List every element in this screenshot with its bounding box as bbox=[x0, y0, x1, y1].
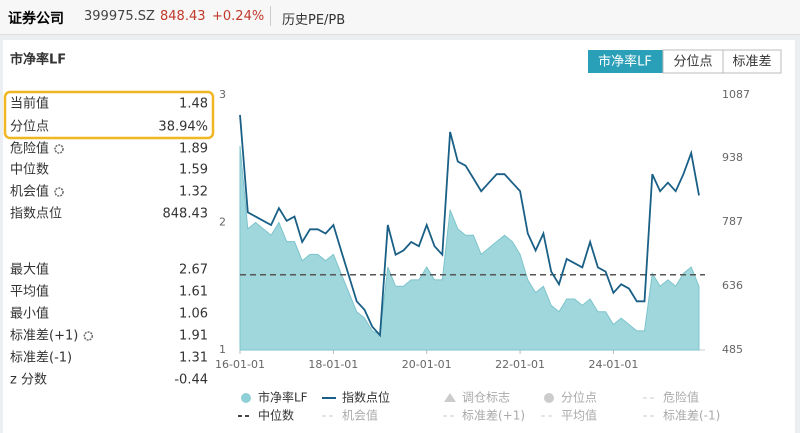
x-tick-label: 16-01-01 bbox=[215, 358, 265, 371]
x-tick-label: 22-01-01 bbox=[495, 358, 545, 371]
tab-active[interactable] bbox=[588, 50, 663, 73]
legend-label[interactable]: 调仓标志 bbox=[462, 391, 510, 405]
stat-label: 指数点位 bbox=[10, 207, 62, 222]
legend-label[interactable]: 市净率LF bbox=[258, 390, 308, 405]
stat-label: 最大值 bbox=[10, 262, 49, 278]
legend-label[interactable]: 中位数 bbox=[258, 408, 294, 423]
stat-label: 中位数 bbox=[10, 163, 49, 178]
stat-label: 标准差(-1) bbox=[10, 351, 72, 366]
legend-label[interactable]: 平均值 bbox=[561, 408, 597, 423]
legend-icon bbox=[444, 393, 456, 402]
legend-label[interactable]: 指数点位 bbox=[342, 390, 390, 405]
stat-value: 1.06 bbox=[179, 307, 208, 322]
index-code: 399975.SZ bbox=[84, 9, 155, 24]
tab-label[interactable]: 市净率LF bbox=[598, 54, 652, 70]
stat-label: 最小值 bbox=[10, 306, 49, 322]
legend-label[interactable]: 标准差(+1) bbox=[462, 409, 525, 423]
stat-value: 1.48 bbox=[179, 97, 208, 112]
stat-value: 848.43 bbox=[163, 207, 209, 222]
stat-value: 1.61 bbox=[179, 285, 208, 300]
stat-value: -0.44 bbox=[174, 373, 208, 388]
y2-tick-label: 787 bbox=[722, 215, 743, 228]
legend-label[interactable]: 机会值 bbox=[342, 408, 378, 423]
line bbox=[239, 114, 700, 338]
stat-value: 1.91 bbox=[179, 329, 208, 344]
highlight-box bbox=[3, 90, 215, 140]
gear-icon[interactable] bbox=[54, 187, 64, 197]
nav-link[interactable]: 历史PE/PB bbox=[282, 13, 346, 28]
stat-value: 1.32 bbox=[179, 185, 208, 200]
y2-tick-label: 1087 bbox=[722, 88, 750, 101]
index-name: 证券公司 bbox=[8, 11, 64, 27]
gear-icon[interactable] bbox=[54, 144, 64, 154]
legend-icon bbox=[241, 393, 251, 403]
top-bar: 证券公司 399975.SZ 848.43 +0.24% 历史PE/PB bbox=[0, 0, 800, 35]
stat-label: 平均值 bbox=[10, 284, 49, 300]
area bbox=[239, 145, 700, 351]
stat-value: 38.94% bbox=[158, 120, 208, 135]
y2-tick-label: 636 bbox=[722, 279, 743, 292]
plot: 1 2 3 485 636 787 938 1087 16-01-01 18-01-01 20-01… bbox=[215, 88, 750, 371]
divider bbox=[270, 6, 271, 26]
panel bbox=[3, 40, 795, 433]
legend-icon bbox=[544, 393, 554, 403]
stat-value: 2.67 bbox=[179, 263, 208, 278]
stat-label: 分位点 bbox=[10, 120, 49, 135]
y-tick-label: 1 bbox=[219, 343, 226, 356]
x-tick-label: 20-01-01 bbox=[402, 358, 452, 371]
index-price: 848.43 bbox=[160, 9, 206, 24]
tab-label[interactable]: 分位点 bbox=[673, 55, 712, 70]
tab[interactable] bbox=[722, 49, 782, 74]
stat-label: z 分数 bbox=[10, 373, 47, 388]
stat-label: 机会值 bbox=[10, 184, 49, 200]
panel-title: 市净率LF bbox=[10, 52, 66, 68]
legend-label[interactable]: 分位点 bbox=[561, 390, 597, 405]
stat-label: 危险值 bbox=[10, 141, 49, 157]
y2-tick-label: 485 bbox=[722, 343, 743, 356]
tab-label[interactable]: 标准差 bbox=[732, 55, 771, 70]
y-tick-label: 3 bbox=[219, 88, 226, 101]
stat-value: 1.31 bbox=[179, 351, 208, 366]
stats: 当前值 1.48 分位点 38.94% 危险值 1.89 中位数 1.59 机会值 1.32 指数点… bbox=[10, 96, 208, 388]
stat-value: 1.59 bbox=[179, 163, 208, 178]
gear-icon[interactable] bbox=[83, 331, 94, 341]
x-tick-label: 24-01-01 bbox=[588, 358, 638, 371]
y2-tick-label: 938 bbox=[722, 151, 743, 164]
stat-label: 当前值 bbox=[10, 96, 49, 112]
stat-value: 1.89 bbox=[179, 142, 208, 157]
legend-label[interactable]: 危险值 bbox=[663, 390, 699, 405]
y-tick-label: 2 bbox=[219, 216, 226, 229]
x-tick-label: 18-01-01 bbox=[308, 358, 358, 371]
legend[interactable]: 市净率LF 指数点位 调仓标志 分位点 危险值 中位数 机会值 标准差(+1) … bbox=[238, 390, 720, 423]
index-change: +0.24% bbox=[212, 9, 265, 24]
stat-label: 标准差(+1) bbox=[10, 329, 78, 344]
legend-label[interactable]: 标准差(-1) bbox=[663, 409, 720, 423]
